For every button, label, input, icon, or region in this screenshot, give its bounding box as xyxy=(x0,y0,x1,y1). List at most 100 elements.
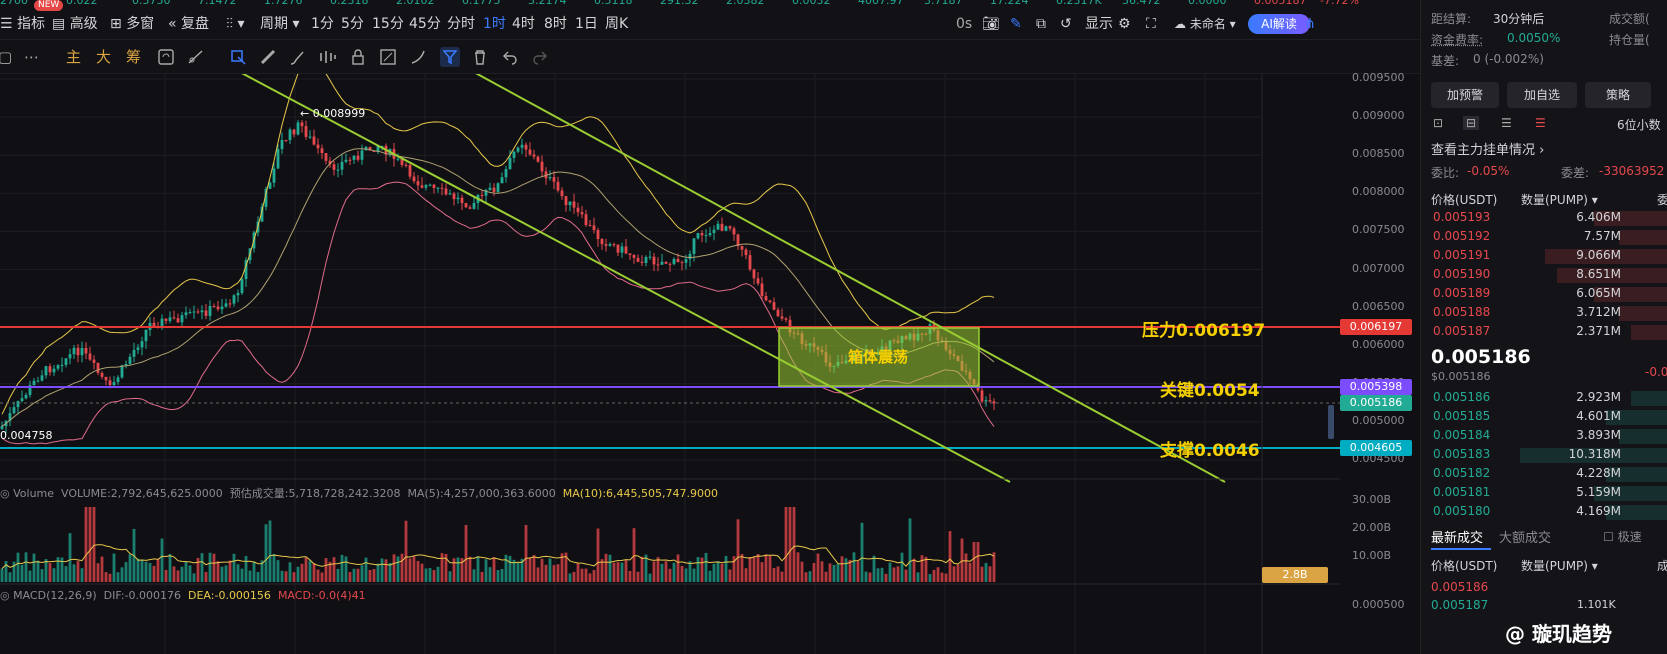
pattern-icon[interactable] xyxy=(318,47,338,67)
key-annotation[interactable]: 关键0.0054 xyxy=(1160,381,1260,401)
multi-window-button[interactable]: ⊞ 多窗 xyxy=(110,16,155,32)
replay-button[interactable]: « 复盘 xyxy=(168,16,210,32)
cursor-icon[interactable] xyxy=(228,47,248,67)
bollinger-upper xyxy=(1,74,995,415)
more-icon[interactable]: ⋯ xyxy=(24,48,39,66)
ask-row[interactable]: 0.005192 7.57M xyxy=(1421,228,1667,247)
ask-row[interactable]: 0.005187 2.371M xyxy=(1421,323,1667,342)
filter-icon[interactable] xyxy=(440,47,460,67)
bid-row[interactable]: 0.005180 4.169M xyxy=(1421,503,1667,522)
channel-upper-line[interactable] xyxy=(470,74,1226,483)
display-button[interactable]: 显示 xyxy=(1085,16,1113,32)
fast-checkbox[interactable]: ☐ 极速 xyxy=(1603,530,1642,544)
bid-row[interactable]: 0.005185 4.601M xyxy=(1421,408,1667,427)
funding-rate-label[interactable]: 资金费率: xyxy=(1431,33,1484,47)
refresh-icon[interactable] xyxy=(156,47,176,67)
volume-bar xyxy=(296,566,300,582)
bid-row[interactable]: 0.005184 3.893M xyxy=(1421,427,1667,446)
bid-row[interactable]: 0.005182 4.228M xyxy=(1421,465,1667,484)
ask-row[interactable]: 0.005191 9.066M xyxy=(1421,247,1667,266)
box-annotation[interactable]: 箱体震荡 xyxy=(848,348,909,366)
square-icon[interactable]: ▢ xyxy=(0,48,13,66)
trades-qty-header[interactable]: 数量(PUMP) ▾ xyxy=(1521,559,1598,573)
strategy-button[interactable]: 策略 xyxy=(1585,82,1651,108)
chips-button[interactable]: 筹 xyxy=(126,48,142,66)
share-icon[interactable]: ⋔ xyxy=(1304,16,1316,32)
text-icon[interactable] xyxy=(378,47,398,67)
latest-trades-tab[interactable]: 最新成交 xyxy=(1431,531,1484,546)
ask-row[interactable]: 0.005188 3.712M xyxy=(1421,304,1667,323)
volume-bar xyxy=(264,524,268,582)
measure-icon[interactable] xyxy=(186,47,206,67)
chart-type-button[interactable]: ⫶⫶ ▾ xyxy=(226,16,245,32)
lock-icon[interactable] xyxy=(348,47,368,67)
volume-bar xyxy=(796,552,800,582)
channel-lower-line[interactable] xyxy=(236,74,1011,483)
advanced-button[interactable]: ▤ 高级 xyxy=(52,16,98,32)
macd-eye-icon[interactable]: ◎ xyxy=(0,589,10,602)
main-orders-link[interactable]: 查看主力挂单情况 › xyxy=(1431,143,1545,158)
panel-collapse-handle[interactable] xyxy=(1328,405,1334,439)
period-timeshare[interactable]: 分时 xyxy=(447,16,475,32)
ticker-value: 0.1775 xyxy=(462,0,501,7)
undo-icon[interactable] xyxy=(500,47,520,67)
add-watchlist-button[interactable]: 加自选 xyxy=(1507,82,1577,108)
ai-analysis-button[interactable]: AI解读 xyxy=(1248,14,1310,34)
brush-icon[interactable] xyxy=(288,47,308,67)
pen-icon[interactable]: ✎ xyxy=(1010,16,1022,32)
period-5m[interactable]: 5分 xyxy=(341,16,364,32)
main-chart-button[interactable]: 主 xyxy=(66,48,82,66)
camera-icon[interactable]: 📷︎ xyxy=(982,16,1000,32)
candle-body xyxy=(616,244,620,253)
ruler-icon[interactable] xyxy=(258,47,278,67)
period-15m[interactable]: 15分 xyxy=(372,16,404,32)
layout-name-dropdown[interactable]: ☁ 未命名 ▾ xyxy=(1174,17,1236,31)
candle-body xyxy=(552,177,556,182)
period-8h[interactable]: 8时 xyxy=(544,16,567,32)
fullscreen-icon[interactable]: ⛶ xyxy=(1146,16,1156,32)
redo-icon[interactable] xyxy=(530,47,550,67)
period-45m[interactable]: 45分 xyxy=(409,16,441,32)
add-alert-button[interactable]: 加预警 xyxy=(1431,82,1499,108)
period-1w[interactable]: 周K xyxy=(605,16,629,32)
support-annotation[interactable]: 支撑0.0046 xyxy=(1160,441,1260,461)
drawing-toolbar: ▢ ⋯ 主 大 筹 xyxy=(0,40,1420,74)
resistance-annotation[interactable]: 压力0.006197 xyxy=(1142,321,1266,341)
orderbook-bids-icon[interactable]: ☰ xyxy=(1501,116,1512,130)
period-1h[interactable]: 1时 xyxy=(483,16,506,32)
volume-bar xyxy=(912,558,916,582)
volume-eye-icon[interactable]: ◎ xyxy=(0,487,10,500)
volume-bar xyxy=(460,558,464,582)
settings-icon[interactable]: ⚙ xyxy=(1118,16,1131,32)
ob-qty-header[interactable]: 数量(PUMP) ▾ xyxy=(1521,193,1598,207)
orderbook-both-icon[interactable]: ⊡ xyxy=(1433,116,1444,130)
ask-row[interactable]: 0.005190 8.651M xyxy=(1421,266,1667,285)
orderbook-asks-icon[interactable]: ☰ xyxy=(1535,116,1546,130)
ticker-value: 0.0032 xyxy=(792,0,831,7)
bid-row[interactable]: 0.005186 2.923M xyxy=(1421,389,1667,408)
period-1m[interactable]: 1分 xyxy=(311,16,334,32)
decimals-dropdown[interactable]: 6位小数 xyxy=(1617,118,1661,132)
large-trades-tab[interactable]: 大额成交 xyxy=(1499,531,1552,546)
period-1d[interactable]: 1日 xyxy=(575,16,598,32)
trade-price: 0.005187 xyxy=(1431,598,1489,612)
chart-canvas[interactable] xyxy=(0,74,1340,654)
volume-bar xyxy=(408,558,412,582)
orderbook-split-icon[interactable]: ⊟ xyxy=(1463,116,1480,130)
period-4h[interactable]: 4时 xyxy=(512,16,535,32)
volume-bar xyxy=(764,554,768,582)
indicator-button[interactable]: ☰ 指标 xyxy=(0,16,46,32)
period-dropdown[interactable]: 周期 ▾ xyxy=(260,16,300,32)
undo-layout-icon[interactable]: ↺ xyxy=(1060,16,1072,32)
bid-row[interactable]: 0.005181 5.159M xyxy=(1421,484,1667,503)
big-order-button[interactable]: 大 xyxy=(96,48,112,66)
ask-row[interactable]: 0.005189 6.065M xyxy=(1421,285,1667,304)
ask-row[interactable]: 0.005193 6.406M xyxy=(1421,209,1667,228)
magnet-icon[interactable] xyxy=(408,47,428,67)
bid-row[interactable]: 0.005183 10.318M xyxy=(1421,446,1667,465)
chart-area[interactable]: ← 0.008999 0.004758 0.009500 0.009000 0.00… xyxy=(0,71,1420,654)
trash-icon[interactable] xyxy=(470,47,490,67)
candle-body xyxy=(596,229,600,240)
volume-bar xyxy=(176,570,180,582)
layout-icon[interactable]: ⧉ xyxy=(1036,16,1046,32)
